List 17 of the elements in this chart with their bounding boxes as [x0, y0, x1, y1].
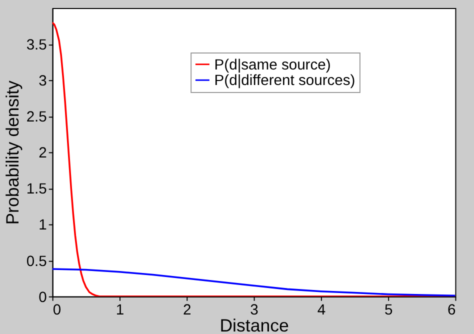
legend-label: P(d|different sources) [214, 73, 356, 90]
y-axis-title: Probability density [2, 80, 22, 225]
legend-label: P(d|same source) [214, 57, 331, 74]
y-tick-label: 3 [38, 74, 47, 90]
y-tick-label: 2.5 [26, 110, 47, 126]
x-tick-label: 0 [52, 302, 62, 319]
y-tick-label: 1 [38, 218, 47, 234]
y-tick-label: 2 [38, 146, 47, 162]
y-tick-label: 1.5 [26, 182, 47, 198]
y-tick-label: 0.5 [26, 254, 47, 270]
x-tick-label: 4 [317, 302, 326, 319]
x-tick-label: 5 [384, 302, 393, 319]
y-tick-label: 3.5 [26, 38, 47, 54]
x-tick-label: 2 [183, 302, 192, 319]
x-tick-label: 6 [447, 302, 456, 319]
x-tick-label: 1 [116, 302, 124, 319]
y-tick-label: 0 [38, 290, 47, 306]
